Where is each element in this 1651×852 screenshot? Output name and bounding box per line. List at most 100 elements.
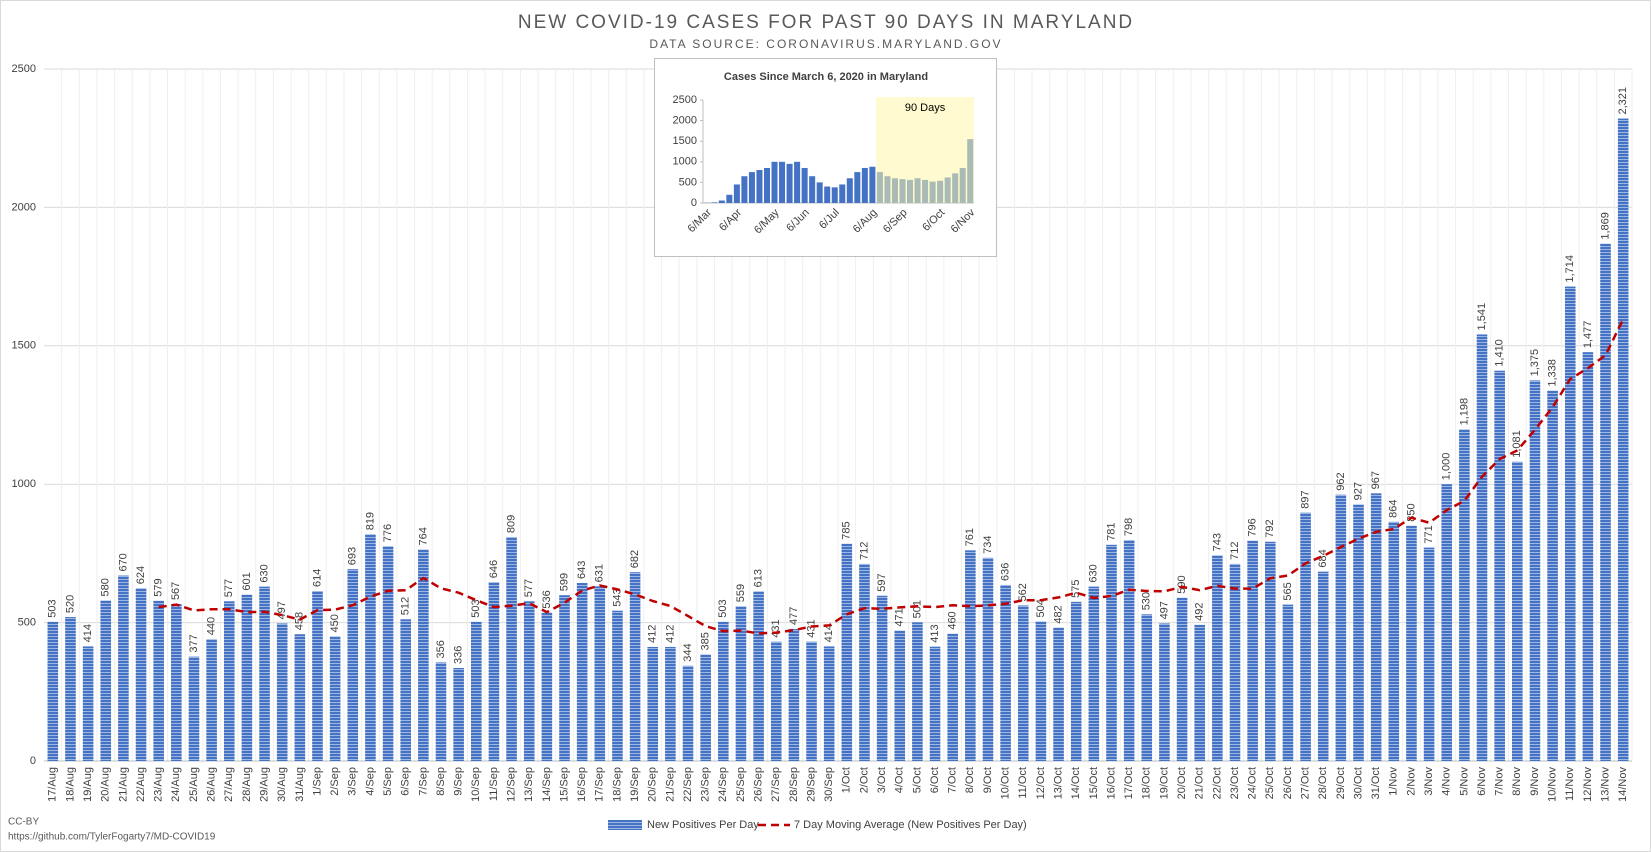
x-tick-label: 14/Sep (541, 767, 553, 802)
data-label: 1,000 (1441, 453, 1453, 481)
bar (1070, 601, 1082, 761)
bar (259, 586, 270, 761)
x-tick-label: 24/Aug (170, 767, 182, 802)
source-link: https://github.com/TylerFogarty7/MD-COVI… (8, 832, 216, 843)
data-label: 412 (664, 625, 676, 643)
bar (869, 166, 876, 203)
bar (1353, 504, 1364, 761)
bar (470, 621, 482, 761)
bar (763, 167, 770, 203)
x-tick-label: 10/Sep (470, 767, 482, 802)
data-label: 897 (1299, 490, 1311, 508)
x-tick-label: 4/Oct (894, 767, 906, 793)
data-label: 819 (364, 512, 376, 530)
data-label: 682 (629, 550, 641, 568)
x-tick-label: 11/Nov (1564, 767, 1576, 802)
x-tick-label: 27/Aug (223, 767, 235, 802)
bar (748, 172, 755, 203)
x-tick-label: 8/Sep (435, 767, 447, 796)
bar (876, 595, 888, 761)
data-label: 501 (911, 600, 923, 618)
bar (965, 550, 976, 761)
bar (831, 187, 838, 203)
data-label: 796 (1247, 518, 1259, 536)
bar (559, 595, 570, 761)
bar (846, 178, 853, 203)
data-label: 577 (223, 579, 235, 597)
bar (771, 161, 778, 203)
x-tick-label: 18/Aug (64, 767, 76, 802)
bar (1582, 352, 1594, 761)
data-label: 1,714 (1564, 255, 1576, 283)
bar (1564, 286, 1576, 761)
x-tick-label: 18/Oct (1141, 767, 1153, 799)
bar (809, 176, 816, 203)
data-label: 482 (1052, 605, 1064, 623)
bar (1476, 334, 1488, 761)
data-label: 440 (206, 617, 218, 635)
data-label: 450 (329, 614, 341, 632)
x-tick-label: 13/Nov (1599, 767, 1611, 802)
data-label: 743 (1211, 533, 1223, 551)
y-tick-label: 1000 (12, 478, 36, 490)
bar (418, 549, 429, 761)
data-label: 412 (647, 625, 659, 643)
data-label: 643 (576, 561, 588, 579)
bar (801, 167, 808, 203)
data-label: 967 (1370, 471, 1382, 489)
x-tick-label: 26/Aug (206, 767, 218, 802)
x-tick-label: 14/Nov (1617, 767, 1629, 802)
data-label: 579 (153, 578, 165, 596)
legend-swatch (608, 820, 642, 830)
data-label: 850 (1405, 503, 1417, 521)
data-label: 631 (594, 564, 606, 582)
bar (1406, 525, 1417, 761)
bar (1600, 243, 1611, 762)
bar (1229, 563, 1241, 761)
x-tick-label: 21/Sep (664, 767, 676, 802)
x-tick-label: 2/Nov (1405, 767, 1417, 796)
x-tick-label: 22/Aug (135, 767, 147, 802)
data-label: 864 (1388, 499, 1400, 517)
bar (1512, 461, 1523, 761)
bar (1176, 597, 1188, 761)
moving-average-line (158, 318, 1625, 635)
x-tick-label: 8/Oct (964, 767, 976, 793)
x-tick-label: 26/Oct (1282, 767, 1294, 799)
bar (135, 588, 147, 761)
bar (576, 583, 588, 761)
bar (806, 641, 817, 761)
bar (294, 634, 306, 761)
x-tick-label: 18/Sep (611, 767, 623, 802)
data-label: 458 (294, 612, 306, 630)
bar (700, 654, 711, 761)
x-tick-label: 12/Oct (1035, 767, 1047, 799)
x-tick-label: 20/Oct (1176, 767, 1188, 799)
x-tick-label: 12/Nov (1582, 767, 1594, 802)
data-label: 646 (488, 560, 500, 578)
x-tick-label: 6/Oct (929, 767, 941, 793)
license: CC-BY (8, 817, 39, 828)
bar (1617, 118, 1629, 762)
data-label: 385 (700, 632, 712, 650)
data-label: 536 (541, 590, 553, 608)
x-tick-label: 10/Nov (1547, 767, 1559, 802)
bar (1141, 614, 1153, 761)
bar (1300, 512, 1311, 761)
bar (206, 639, 217, 761)
bar (153, 600, 164, 761)
data-label: 771 (1423, 525, 1435, 543)
x-tick-label: 26/Sep (753, 767, 765, 802)
x-tick-label: 29/Sep (805, 767, 817, 802)
data-label: 670 (117, 553, 129, 571)
bar (718, 200, 725, 203)
x-tick-label: 28/Sep (788, 767, 800, 802)
bar (188, 656, 200, 761)
bar (1317, 571, 1329, 761)
bar (753, 591, 764, 761)
annotation: 90 Days (905, 102, 946, 114)
bar (329, 636, 341, 761)
bar (1053, 627, 1064, 761)
bar (488, 582, 500, 761)
